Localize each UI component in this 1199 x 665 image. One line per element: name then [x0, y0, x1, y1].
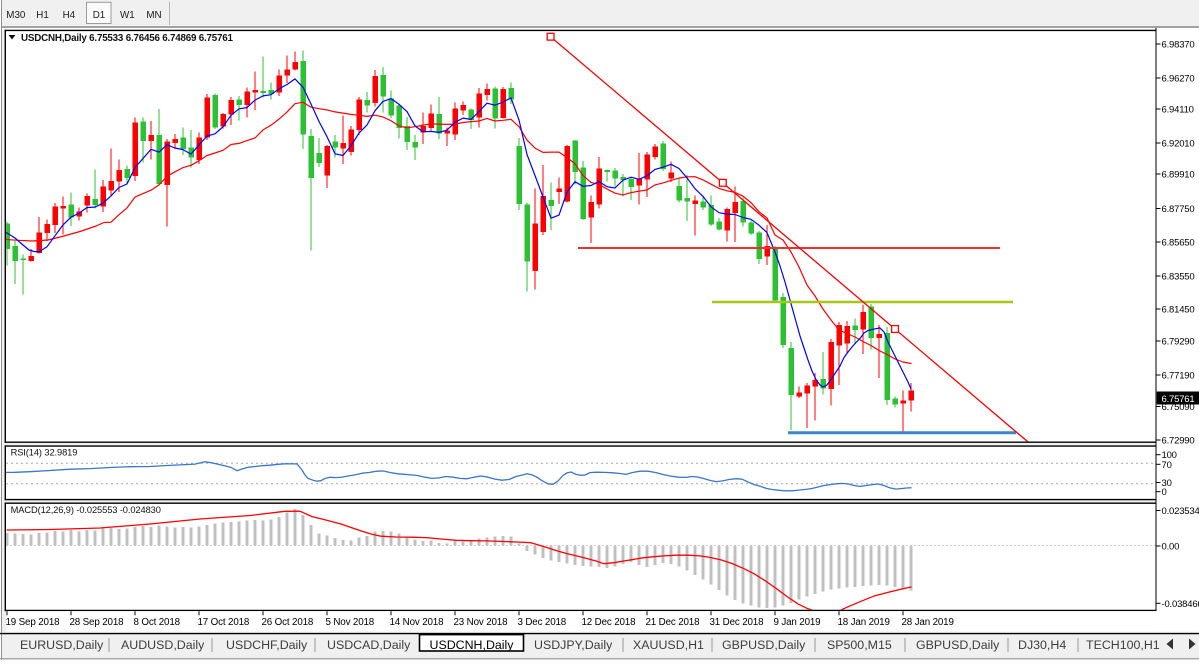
svg-text:MN: MN [146, 10, 161, 21]
svg-text:3 Dec 2018: 3 Dec 2018 [518, 617, 567, 628]
svg-text:18 Jan 2019: 18 Jan 2019 [838, 617, 890, 628]
svg-text:19 Sep 2018: 19 Sep 2018 [6, 617, 61, 628]
svg-text:DJ30,H4: DJ30,H4 [1018, 638, 1066, 652]
svg-text:XAUUSD,H1: XAUUSD,H1 [633, 638, 704, 652]
svg-text:0.023534: 0.023534 [1162, 506, 1199, 517]
svg-text:12 Dec 2018: 12 Dec 2018 [582, 617, 637, 628]
svg-text:17 Oct 2018: 17 Oct 2018 [198, 617, 250, 628]
svg-text:6.83550: 6.83550 [1162, 272, 1195, 283]
svg-text:23 Nov 2018: 23 Nov 2018 [454, 617, 509, 628]
svg-text:14 Nov 2018: 14 Nov 2018 [390, 617, 445, 628]
svg-text:GBPUSD,Daily: GBPUSD,Daily [722, 638, 806, 652]
svg-text:0.00: 0.00 [1162, 542, 1180, 553]
svg-text:26 Oct 2018: 26 Oct 2018 [262, 617, 314, 628]
svg-text:6.79290: 6.79290 [1162, 337, 1195, 348]
svg-text:5 Nov 2018: 5 Nov 2018 [326, 617, 375, 628]
svg-text:W1: W1 [120, 10, 135, 21]
svg-text:TECH100,H1: TECH100,H1 [1086, 638, 1160, 652]
svg-text:USDCHF,Daily: USDCHF,Daily [226, 638, 308, 652]
svg-text:USDCNH,Daily: USDCNH,Daily [430, 638, 515, 652]
svg-text:6.87750: 6.87750 [1162, 204, 1195, 215]
svg-text:6.92010: 6.92010 [1162, 139, 1195, 150]
svg-text:GBPUSD,Daily: GBPUSD,Daily [916, 638, 1000, 652]
svg-text:RSI(14) 32.9819: RSI(14) 32.9819 [11, 448, 78, 458]
svg-text:6.89910: 6.89910 [1162, 170, 1195, 181]
svg-text:MACD(12,26,9) -0.025553 -0.024: MACD(12,26,9) -0.025553 -0.024830 [11, 505, 161, 515]
svg-text:6.96270: 6.96270 [1162, 74, 1195, 85]
svg-text:6.77190: 6.77190 [1162, 371, 1195, 382]
svg-text:USDJPY,Daily: USDJPY,Daily [534, 638, 613, 652]
svg-text:D1: D1 [93, 10, 106, 21]
svg-text:H1: H1 [36, 10, 49, 21]
svg-text:6.94110: 6.94110 [1162, 105, 1194, 116]
svg-text:6.85650: 6.85650 [1162, 238, 1195, 249]
svg-text:21 Dec 2018: 21 Dec 2018 [646, 617, 701, 628]
svg-text:70: 70 [1162, 460, 1172, 471]
svg-text:6.81450: 6.81450 [1162, 305, 1195, 316]
svg-text:8 Oct 2018: 8 Oct 2018 [134, 617, 181, 628]
svg-text:0: 0 [1162, 487, 1167, 498]
svg-text:H4: H4 [63, 10, 76, 21]
svg-text:EURUSD,Daily: EURUSD,Daily [20, 638, 104, 652]
svg-text:SP500,M15: SP500,M15 [827, 638, 892, 652]
svg-text:31 Dec 2018: 31 Dec 2018 [710, 617, 765, 628]
svg-text:6.98370: 6.98370 [1162, 40, 1195, 51]
svg-text:USDCNH,Daily 6.75533 6.76456: USDCNH,Daily 6.75533 6.76456 6.74869 6.7… [21, 33, 234, 44]
svg-text:USDCAD,Daily: USDCAD,Daily [327, 638, 411, 652]
svg-text:9 Jan 2019: 9 Jan 2019 [774, 617, 821, 628]
svg-text:-0.038466: -0.038466 [1162, 599, 1199, 610]
svg-text:6.75761: 6.75761 [1162, 394, 1195, 405]
svg-text:M30: M30 [6, 10, 26, 21]
svg-text:AUDUSD,Daily: AUDUSD,Daily [121, 638, 205, 652]
svg-text:6.72990: 6.72990 [1162, 436, 1195, 447]
svg-text:28 Sep 2018: 28 Sep 2018 [70, 617, 125, 628]
svg-text:28 Jan 2019: 28 Jan 2019 [902, 617, 954, 628]
